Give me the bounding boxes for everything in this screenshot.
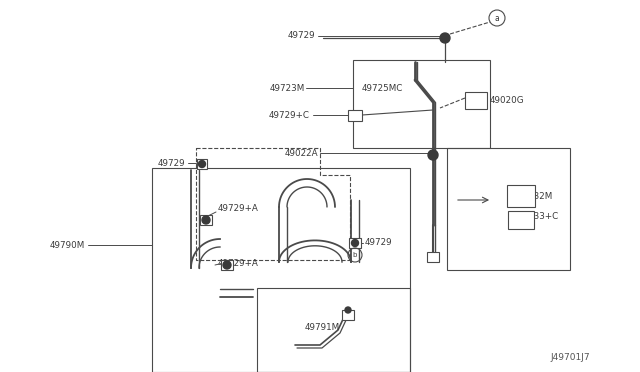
Bar: [427, 252, 439, 262]
Circle shape: [198, 160, 205, 167]
Text: a: a: [495, 13, 499, 22]
Bar: [348, 109, 362, 121]
Text: 49020G: 49020G: [490, 96, 525, 105]
Text: b: b: [353, 252, 357, 258]
Bar: [221, 260, 233, 270]
Bar: [342, 310, 354, 320]
Text: 49729: 49729: [287, 31, 315, 39]
Bar: [257, 288, 410, 372]
Circle shape: [345, 307, 351, 313]
Bar: [353, 60, 490, 148]
Bar: [152, 168, 410, 372]
Text: 49022A: 49022A: [284, 148, 318, 157]
Bar: [507, 185, 535, 207]
Text: 49732M: 49732M: [518, 192, 553, 201]
Text: 49733+C: 49733+C: [518, 212, 559, 221]
Text: 49729+A: 49729+A: [218, 259, 259, 267]
Text: 49729: 49729: [365, 237, 392, 247]
Circle shape: [440, 33, 450, 43]
Text: 49729+C: 49729+C: [269, 110, 310, 119]
Text: 49729: 49729: [157, 158, 185, 167]
Bar: [200, 215, 212, 225]
Bar: [349, 238, 361, 248]
Circle shape: [202, 216, 210, 224]
Text: 49791M: 49791M: [305, 323, 340, 331]
Text: 49723M: 49723M: [269, 83, 305, 93]
Bar: [197, 159, 207, 169]
Text: 49790M: 49790M: [50, 241, 85, 250]
Bar: [465, 92, 487, 109]
Text: J49701J7: J49701J7: [550, 353, 590, 362]
Circle shape: [351, 240, 358, 247]
Text: 49725MC: 49725MC: [362, 83, 403, 93]
Bar: [508, 211, 534, 229]
Text: 49729+A: 49729+A: [218, 203, 259, 212]
Bar: [447, 148, 570, 270]
Circle shape: [223, 261, 231, 269]
Circle shape: [428, 150, 438, 160]
